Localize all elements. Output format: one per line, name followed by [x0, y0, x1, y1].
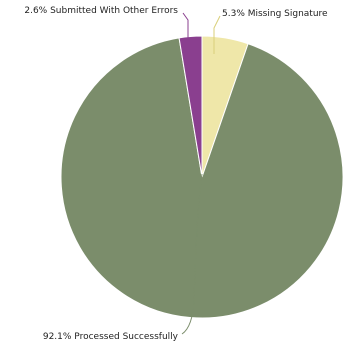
slice-label-processed-successfully: 92.1% Processed Successfully: [43, 332, 179, 342]
slice-label-submitted-with-other-errors: 2.6% Submitted With Other Errors: [24, 6, 178, 16]
leader-line-missing-signature: [213, 15, 221, 54]
leader-lines: [181, 12, 221, 335]
leader-line-submitted-with-other-errors: [182, 12, 189, 57]
pie-slice-processed-successfully: [60, 37, 344, 319]
pie-slice-submitted-with-other-errors: [178, 35, 203, 178]
slice-labels: 5.3% Missing Signature 92.1% Processed S…: [24, 6, 328, 342]
leader-line-processed-successfully: [181, 173, 203, 335]
pie-slices: [60, 35, 344, 319]
slice-label-missing-signature: 5.3% Missing Signature: [222, 9, 328, 19]
